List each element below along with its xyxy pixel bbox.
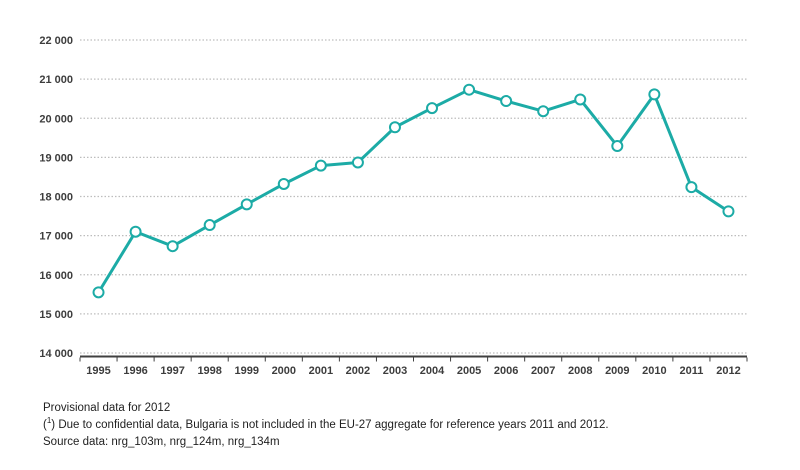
data-point — [240, 198, 253, 211]
footnote-bulgaria: (1) Due to confidential data, Bulgaria i… — [43, 417, 609, 434]
data-point — [277, 177, 290, 190]
x-tick-label: 1996 — [123, 365, 147, 377]
x-tick-label: 2009 — [605, 365, 629, 377]
footnote-open-paren: ( — [43, 419, 47, 431]
data-line — [97, 88, 730, 294]
x-tick-label: 1997 — [160, 365, 184, 377]
data-point — [351, 156, 364, 169]
data-point — [500, 95, 513, 108]
data-point — [388, 121, 401, 134]
y-tick-label: 20 000 — [39, 113, 73, 125]
data-point — [463, 83, 476, 96]
x-tick-label: 1998 — [197, 365, 221, 377]
data-point — [92, 286, 105, 299]
x-tick-label: 2007 — [531, 365, 555, 377]
x-tick-label: 2008 — [568, 365, 592, 377]
x-tick-label: 2011 — [679, 365, 703, 377]
x-tick-label: 2012 — [716, 365, 740, 377]
x-tick-label: 2001 — [309, 365, 333, 377]
data-point — [611, 140, 624, 153]
data-point — [537, 105, 550, 118]
data-point — [203, 219, 216, 232]
x-tick-label: 2000 — [272, 365, 296, 377]
chart-footnotes: Provisional data for 2012 (1) Due to con… — [43, 400, 609, 451]
line-chart: 14 000 15 000 16 000 17 000 18 000 19 000 20 0… — [39, 35, 748, 377]
data-point — [166, 240, 179, 253]
y-tick-label: 15 000 — [39, 309, 73, 321]
footnote-source: Source data: nrg_103m, nrg_124m, nrg_134… — [43, 436, 280, 448]
x-tick-label: 1995 — [86, 365, 110, 377]
data-point — [314, 159, 327, 172]
x-tick-label: 2002 — [346, 365, 370, 377]
x-tick-label: 2010 — [642, 365, 666, 377]
y-tick-label: 16 000 — [39, 270, 73, 282]
data-point — [722, 205, 735, 218]
y-tick-label: 14 000 — [39, 348, 73, 360]
x-tick-label: 2006 — [494, 365, 518, 377]
data-point — [426, 102, 439, 115]
footnote-superscript: 1 — [46, 416, 52, 426]
data-point — [685, 181, 698, 194]
x-tick-label: 2005 — [457, 365, 481, 377]
x-tick-label: 1999 — [235, 365, 259, 377]
x-tick-label: 2003 — [383, 365, 407, 377]
y-tick-label: 22 000 — [39, 35, 73, 47]
y-tick-label: 19 000 — [39, 152, 73, 164]
x-tick-label: 2004 — [420, 365, 445, 377]
y-tick-label: 21 000 — [39, 74, 73, 86]
data-point — [129, 225, 142, 238]
data-point — [648, 88, 661, 101]
data-point — [574, 93, 587, 106]
footnote-provisional: Provisional data for 2012 — [43, 402, 171, 414]
y-tick-label: 18 000 — [39, 192, 73, 204]
footnote-bulgaria-text: ) Due to confidential data, Bulgaria is … — [51, 419, 609, 431]
y-tick-label: 17 000 — [39, 231, 73, 243]
